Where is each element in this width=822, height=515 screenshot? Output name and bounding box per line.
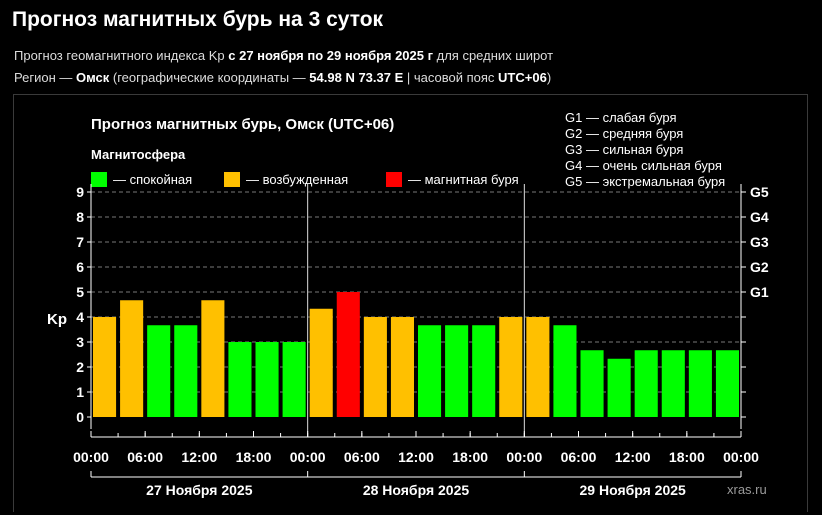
storm-scale-item: G2 — средняя буря — [565, 126, 683, 141]
legend-swatch-quiet — [91, 172, 107, 187]
y-tick-label: 1 — [76, 384, 84, 400]
g-scale-label: G4 — [750, 209, 769, 225]
kp-bar — [363, 317, 387, 417]
x-tick-label: 12:00 — [615, 449, 651, 465]
day-label: 28 Ноября 2025 — [363, 482, 470, 498]
storm-scale-item: G4 — очень сильная буря — [565, 158, 722, 173]
watermark: xras.ru — [727, 482, 767, 497]
kp-bar — [255, 342, 279, 417]
kp-bar — [174, 325, 198, 417]
region-line: Регион — Омск (географические координаты… — [14, 70, 551, 85]
g-scale-label: G3 — [750, 234, 769, 250]
forecast-period-line: Прогноз геомагнитного индекса Kp с 27 но… — [14, 48, 553, 63]
y-tick-label: 9 — [76, 184, 84, 200]
kp-bar — [472, 325, 496, 417]
day-label: 29 Ноября 2025 — [580, 482, 687, 498]
storm-scale-item: G5 — экстремальная буря — [565, 174, 725, 189]
storm-scale-item: G1 — слабая буря — [565, 110, 677, 125]
y-tick-label: 0 — [76, 409, 84, 425]
kp-forecast-chart: Прогноз магнитных бурь, Омск (UTC+06) Маг… — [47, 110, 769, 498]
kp-bar — [688, 350, 712, 417]
y-axis-label: Kp — [47, 311, 67, 328]
kp-bar — [715, 350, 739, 417]
kp-bar — [336, 292, 360, 417]
kp-bar — [201, 300, 225, 417]
kp-bar — [147, 325, 171, 417]
x-tick-label: 18:00 — [236, 449, 272, 465]
legend-swatch-excited — [224, 172, 240, 187]
g-scale-label: G5 — [750, 184, 769, 200]
y-tick-label: 2 — [76, 359, 84, 375]
y-tick-label: 4 — [76, 309, 84, 325]
kp-bar — [607, 358, 631, 417]
period-prefix: Прогноз геомагнитного индекса Kp — [14, 48, 229, 63]
g-scale-label: G1 — [750, 284, 769, 300]
x-tick-label: 18:00 — [669, 449, 705, 465]
y-tick-label: 8 — [76, 209, 84, 225]
kp-bar — [120, 300, 144, 417]
period-suffix: для средних широт — [433, 48, 554, 63]
x-tick-label: 18:00 — [452, 449, 488, 465]
x-tick-label: 00:00 — [506, 449, 542, 465]
coords-prefix: (географические координаты — — [109, 70, 310, 85]
x-tick-label: 00:00 — [290, 449, 326, 465]
legend-title: Магнитосфера — [91, 147, 186, 162]
page-title: Прогноз магнитных бурь на 3 суток — [12, 8, 384, 31]
legend-label-storm: — магнитная буря — [408, 172, 519, 187]
kp-bar — [309, 308, 333, 417]
period-dates: с 27 ноября по 29 ноября 2025 г — [228, 48, 434, 63]
x-tick-label: 06:00 — [561, 449, 597, 465]
region-name: Омск — [75, 70, 110, 85]
kp-bar — [553, 325, 577, 417]
storm-scale-item: G3 — сильная буря — [565, 142, 683, 157]
chart-frame: Прогноз магнитных бурь, Омск (UTC+06) Маг… — [13, 94, 808, 512]
kp-bar — [228, 342, 252, 417]
region-suffix: ) — [546, 70, 552, 85]
region-coords: 54.98 N 73.37 E — [309, 70, 404, 85]
region-label: Регион — — [14, 70, 76, 85]
y-tick-label: 5 — [76, 284, 84, 300]
legend-label-excited: — возбужденная — [246, 172, 348, 187]
y-tick-label: 3 — [76, 334, 84, 350]
kp-bar — [661, 350, 685, 417]
x-tick-label: 12:00 — [398, 449, 434, 465]
region-timezone: UTC+06 — [498, 70, 547, 85]
legend-swatch-storm — [386, 172, 402, 187]
kp-bar — [580, 350, 604, 417]
kp-bar — [93, 317, 117, 417]
day-label: 27 Ноября 2025 — [146, 482, 253, 498]
y-tick-label: 6 — [76, 259, 84, 275]
kp-bar — [282, 342, 306, 417]
x-tick-label: 00:00 — [73, 449, 109, 465]
chart-title: Прогноз магнитных бурь, Омск (UTC+06) — [91, 116, 394, 133]
kp-bar — [526, 317, 550, 417]
kp-bar — [445, 325, 469, 417]
g-scale-label: G2 — [750, 259, 769, 275]
x-tick-label: 12:00 — [181, 449, 217, 465]
timezone-prefix: | часовой пояс — [403, 70, 499, 85]
x-tick-label: 06:00 — [127, 449, 163, 465]
y-tick-label: 7 — [76, 234, 84, 250]
x-tick-label: 06:00 — [344, 449, 380, 465]
kp-bar — [634, 350, 658, 417]
legend-label-quiet: — спокойная — [113, 172, 192, 187]
kp-bar — [390, 317, 414, 417]
x-tick-label: 00:00 — [723, 449, 759, 465]
kp-bar — [499, 317, 523, 417]
kp-bar — [418, 325, 442, 417]
